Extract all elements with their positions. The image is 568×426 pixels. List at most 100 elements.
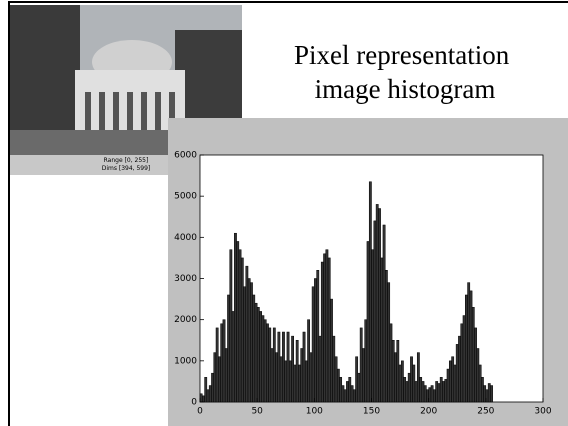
bar — [442, 381, 445, 403]
y-tick-label: 5000 — [174, 192, 197, 202]
bar — [380, 257, 384, 403]
bar — [462, 315, 466, 403]
bar — [298, 364, 301, 403]
bar — [330, 298, 333, 403]
bar — [288, 360, 292, 403]
bar — [403, 377, 407, 403]
y-tick-label: 1000 — [174, 356, 197, 366]
bar — [455, 344, 459, 403]
bar — [243, 286, 246, 403]
bar — [240, 257, 244, 403]
bar — [295, 340, 299, 403]
slide-title-line: Pixel representation — [294, 40, 510, 70]
bar — [339, 377, 343, 403]
bar — [279, 356, 283, 403]
bar — [220, 323, 224, 403]
bar — [476, 348, 480, 403]
bar — [419, 377, 423, 403]
bar — [387, 282, 391, 403]
bar — [407, 372, 411, 403]
bar — [487, 383, 491, 403]
bar — [410, 356, 413, 403]
bar — [227, 294, 230, 403]
bar — [357, 372, 361, 403]
bar — [314, 278, 317, 403]
bar — [490, 385, 493, 403]
bar — [467, 282, 471, 403]
bar — [234, 232, 237, 403]
x-tick-label: 150 — [363, 407, 380, 417]
bar — [362, 348, 365, 403]
bar — [311, 286, 315, 403]
bar — [371, 249, 375, 403]
image-caption: Dims [394, 599] — [102, 165, 151, 172]
bar — [391, 340, 395, 403]
bar — [323, 253, 327, 403]
bar — [336, 368, 340, 403]
bar — [304, 360, 308, 403]
bar — [300, 348, 304, 403]
bar — [359, 327, 363, 403]
y-tick-label: 6000 — [174, 151, 197, 161]
bar — [355, 356, 359, 403]
bar — [451, 356, 455, 403]
bar — [348, 377, 352, 403]
bar — [231, 311, 235, 403]
bar — [256, 307, 260, 403]
bar — [211, 372, 214, 403]
x-tick-label: 0 — [197, 407, 203, 417]
bar — [416, 352, 420, 403]
bar — [394, 352, 397, 403]
bar — [437, 383, 441, 403]
bar — [309, 352, 313, 403]
bar — [286, 331, 290, 403]
bar — [245, 265, 249, 403]
bar — [465, 294, 468, 403]
bar — [400, 360, 404, 403]
bar — [213, 352, 217, 403]
bar — [316, 270, 320, 403]
bar — [444, 379, 448, 403]
bar — [352, 389, 356, 403]
bar — [263, 319, 267, 403]
bar — [236, 241, 240, 403]
bar — [412, 364, 416, 403]
bar — [270, 348, 274, 403]
bar — [458, 335, 461, 403]
y-tick-label: 3000 — [174, 274, 197, 284]
bar — [327, 257, 331, 403]
x-tick-label: 300 — [534, 407, 551, 417]
bar — [346, 381, 349, 403]
bar — [368, 181, 372, 403]
bar — [414, 381, 418, 403]
bar — [222, 319, 226, 403]
bar — [224, 348, 228, 403]
bar — [277, 331, 281, 403]
bar — [254, 302, 258, 403]
bar — [439, 377, 443, 403]
bar — [204, 377, 208, 403]
bar — [375, 204, 379, 403]
bar — [389, 323, 393, 403]
bar — [481, 377, 484, 403]
bar — [382, 224, 386, 403]
bar — [206, 389, 210, 403]
bar — [282, 331, 285, 403]
bar — [238, 249, 242, 403]
y-tick-label: 0 — [191, 398, 197, 408]
slide-title: Pixel representation image histogram — [294, 40, 516, 104]
bar — [435, 381, 439, 403]
bar — [320, 261, 324, 403]
bar — [471, 307, 475, 403]
bar — [229, 249, 233, 403]
image-caption: Range [0, 255] — [104, 157, 149, 164]
bar — [343, 389, 347, 403]
bar — [325, 249, 329, 403]
bar — [432, 389, 436, 403]
bar — [275, 352, 278, 403]
x-tick-label: 250 — [477, 407, 494, 417]
bar — [398, 364, 402, 403]
bar — [430, 385, 434, 403]
